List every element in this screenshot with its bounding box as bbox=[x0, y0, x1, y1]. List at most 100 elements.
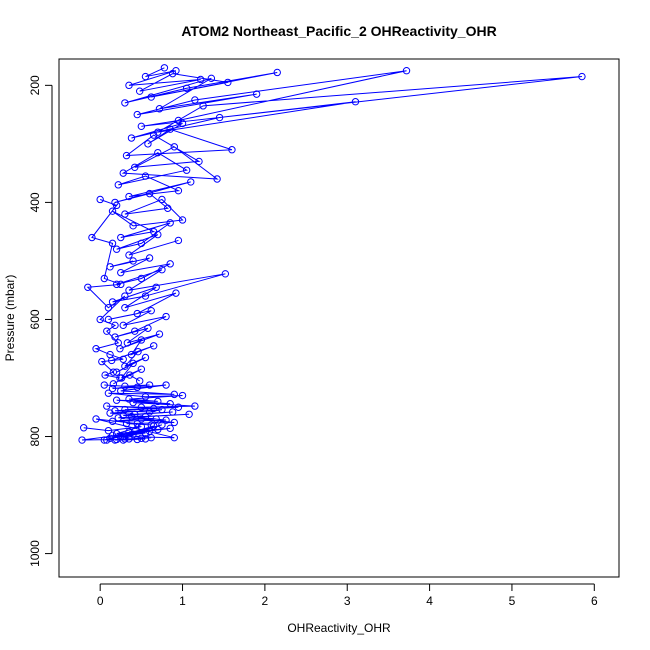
series-0-point-36 bbox=[119, 169, 127, 177]
series-4-point-19 bbox=[116, 374, 124, 382]
series-0-point-11 bbox=[121, 99, 129, 107]
series-4-point-8 bbox=[121, 292, 129, 300]
series-3-point-8 bbox=[141, 429, 150, 437]
series-1-point-5 bbox=[137, 274, 146, 283]
y-tick-label-0: 200 bbox=[28, 75, 42, 95]
series-1-point-2 bbox=[145, 254, 154, 262]
series-0-point-46 bbox=[164, 204, 172, 212]
series-0-point-41 bbox=[174, 186, 183, 195]
series-2-point-17 bbox=[137, 403, 146, 411]
series-1-point-4 bbox=[166, 260, 174, 268]
series-2-point-16 bbox=[191, 402, 199, 410]
series-0-point-16 bbox=[191, 96, 199, 104]
series-0-point-20 bbox=[578, 72, 586, 81]
series-0-point-50 bbox=[129, 222, 137, 230]
series-3-point-11 bbox=[92, 415, 100, 423]
series-2-point-6 bbox=[117, 387, 125, 395]
series-0-point-49 bbox=[178, 216, 187, 224]
series-1-point-30 bbox=[134, 347, 142, 356]
series-0-point-53 bbox=[117, 233, 125, 242]
series-3-point-13 bbox=[121, 435, 129, 443]
y-tick-label-4: 1000 bbox=[28, 540, 42, 567]
x-tick-label-3: 3 bbox=[344, 594, 351, 608]
series-0-point-4 bbox=[196, 75, 205, 84]
series-2-point-34 bbox=[162, 416, 170, 424]
series-4-point-3 bbox=[108, 239, 117, 248]
series-3-point-0 bbox=[80, 424, 88, 432]
series-3-point-16 bbox=[129, 430, 137, 438]
series-1-line bbox=[108, 257, 226, 385]
series-1-point-34 bbox=[129, 359, 137, 368]
series-0-point-31 bbox=[150, 131, 158, 139]
series-0-point-7 bbox=[224, 78, 232, 87]
series-0-point-28 bbox=[166, 125, 174, 133]
series-0-point-10 bbox=[182, 84, 191, 92]
series-4-point-18 bbox=[101, 371, 109, 379]
y-tick-label-3: 800 bbox=[28, 426, 42, 446]
series-4-point-2 bbox=[88, 233, 96, 242]
series-4-point-14 bbox=[106, 350, 114, 359]
series-1-point-22 bbox=[144, 324, 152, 332]
series-0-point-43 bbox=[187, 178, 195, 186]
x-tick-label-5: 5 bbox=[509, 594, 516, 608]
series-1-point-14 bbox=[172, 289, 180, 297]
series-3-point-26 bbox=[111, 436, 119, 444]
series-3-point-12 bbox=[133, 419, 141, 428]
series-0-point-1 bbox=[141, 72, 150, 81]
series-2-point-12 bbox=[154, 397, 162, 406]
series-0-point-21 bbox=[199, 102, 207, 110]
series-0-point-32 bbox=[195, 157, 203, 166]
series-0-point-3 bbox=[125, 81, 133, 90]
series-4-point-4 bbox=[100, 274, 108, 283]
series-0-point-19 bbox=[137, 122, 146, 131]
y-tick-label-1: 400 bbox=[28, 192, 42, 212]
series-1-point-19 bbox=[162, 312, 170, 321]
y-tick-label-2: 600 bbox=[28, 309, 42, 329]
series-1-point-0 bbox=[129, 257, 137, 265]
x-tick-label-1: 1 bbox=[179, 594, 186, 608]
series-0-point-24 bbox=[215, 113, 224, 122]
series-2-point-25 bbox=[106, 409, 114, 417]
series-4-point-11 bbox=[103, 327, 111, 335]
series-1-point-20 bbox=[131, 327, 139, 335]
series-0-point-40 bbox=[141, 172, 150, 180]
series-0-point-15 bbox=[133, 110, 141, 119]
series-4-point-5 bbox=[117, 280, 125, 289]
series-0-point-6 bbox=[168, 69, 177, 78]
series-1-point-39 bbox=[136, 377, 144, 385]
series-2-point-8 bbox=[104, 389, 113, 397]
series-1-point-28 bbox=[150, 342, 158, 350]
series-2-point-4 bbox=[133, 383, 141, 392]
series-0-point-8 bbox=[147, 93, 155, 101]
series-2-point-38 bbox=[122, 419, 131, 428]
series-0-point-14 bbox=[252, 90, 261, 98]
series-0-point-35 bbox=[213, 175, 221, 183]
series-1-point-9 bbox=[221, 270, 230, 278]
series-1-point-3 bbox=[117, 268, 125, 277]
series-4-point-12 bbox=[114, 339, 122, 347]
series-3-point-23 bbox=[103, 436, 111, 444]
series-0-point-9 bbox=[273, 68, 281, 77]
series-2-point-2 bbox=[145, 381, 154, 389]
series-1-point-7 bbox=[158, 266, 166, 274]
series-2-point-32 bbox=[152, 415, 160, 423]
series-3-point-29 bbox=[141, 435, 150, 443]
series-0-point-34 bbox=[170, 143, 178, 151]
series-1-point-27 bbox=[127, 350, 136, 359]
series-2-point-1 bbox=[121, 382, 129, 390]
series-1-point-10 bbox=[141, 292, 150, 300]
x-axis: 0 1 2 3 4 5 6 bbox=[97, 583, 598, 608]
series-2-point-9 bbox=[141, 393, 150, 401]
series-4-point-7 bbox=[104, 304, 113, 312]
series-2-point-13 bbox=[112, 396, 121, 404]
series-2-point-36 bbox=[137, 415, 146, 423]
series-0-point-56 bbox=[112, 245, 121, 253]
series-0-point-38 bbox=[182, 166, 191, 174]
series-1-point-12 bbox=[152, 283, 160, 291]
series-1-point-31 bbox=[121, 362, 129, 370]
series-1-point-15 bbox=[133, 309, 141, 318]
series-0-point-45 bbox=[145, 189, 154, 198]
series-1-point-18 bbox=[119, 321, 127, 330]
